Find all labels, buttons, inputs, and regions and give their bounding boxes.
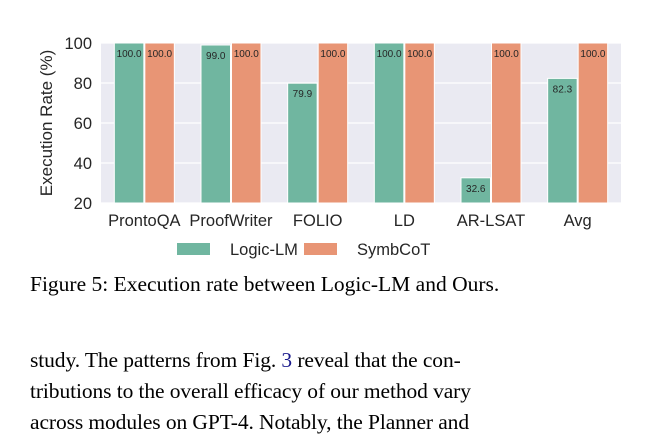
bar-value-label: 100.0 bbox=[494, 49, 519, 60]
figure-reference-link[interactable]: 3 bbox=[281, 348, 293, 372]
bar-value-label: 100.0 bbox=[320, 49, 345, 60]
bar-symbcot-avg bbox=[577, 42, 609, 204]
paragraph-line-2: tributions to the overall efficacy of ou… bbox=[30, 379, 471, 403]
bar-logic-lm-ar-lsat bbox=[460, 177, 491, 204]
x-tick-label: ProntoQA bbox=[108, 212, 180, 230]
bar-value-label: 82.3 bbox=[553, 84, 573, 95]
bar-chart: 100.0 100.0 99.0 100.0 79.9 100.0 100.0 100.0 32… bbox=[37, 35, 621, 259]
y-tick-label: 20 bbox=[74, 195, 92, 213]
y-axis-ticks: 20 40 60 80 100 bbox=[64, 35, 92, 213]
bar-value-label: 100.0 bbox=[234, 49, 259, 60]
legend-swatch-symbcot bbox=[304, 243, 337, 255]
x-tick-label: AR-LSAT bbox=[457, 212, 525, 230]
x-tick-label: ProofWriter bbox=[189, 212, 273, 230]
bar-logic-lm-ld bbox=[373, 42, 405, 204]
bar-value-label: 100.0 bbox=[377, 49, 402, 60]
bar-logic-lm-folio bbox=[287, 82, 318, 204]
bar-symbcot-ld bbox=[404, 42, 435, 204]
y-tick-label: 60 bbox=[74, 115, 92, 133]
y-tick-label: 80 bbox=[74, 75, 92, 93]
gridlines bbox=[101, 42, 621, 204]
y-tick-label: 100 bbox=[64, 35, 92, 53]
paragraph-line-3: across modules on GPT-4. Notably, the Pl… bbox=[30, 410, 469, 434]
bar-symbcot-proofwriter bbox=[231, 42, 262, 204]
x-tick-label: FOLIO bbox=[293, 212, 343, 230]
x-tick-label: Avg bbox=[564, 212, 592, 230]
bar-value-label: 100.0 bbox=[117, 49, 142, 60]
legend: Logic-LM SymbCoT bbox=[177, 241, 430, 259]
bar-logic-lm-avg bbox=[547, 77, 578, 204]
paragraph-line-1: study. The patterns from Fig. 3 reveal t… bbox=[30, 348, 461, 372]
legend-label-symbcot: SymbCoT bbox=[357, 241, 430, 259]
bar-symbcot-ar-lsat bbox=[491, 42, 522, 204]
bar-value-label: 100.0 bbox=[580, 49, 605, 60]
paragraph: study. The patterns from Fig. 3 reveal t… bbox=[30, 345, 630, 438]
bar-symbcot-folio bbox=[317, 42, 349, 204]
figure-caption: Figure 5: Execution rate between Logic-L… bbox=[30, 272, 500, 296]
legend-label-logic-lm: Logic-LM bbox=[230, 241, 298, 259]
x-axis-ticks: ProntoQA ProofWriter FOLIO LD AR-LSAT Avg bbox=[108, 212, 592, 230]
bars: 100.0 100.0 99.0 100.0 79.9 100.0 100.0 100.0 32… bbox=[113, 42, 609, 204]
x-tick-label: LD bbox=[394, 212, 415, 230]
bar-logic-lm-proofwriter bbox=[200, 44, 231, 204]
bar-symbcot-prontoqa bbox=[144, 42, 175, 204]
bar-logic-lm-prontoqa bbox=[113, 42, 145, 204]
bar-value-label: 99.0 bbox=[206, 51, 226, 62]
bar-value-label: 79.9 bbox=[293, 89, 313, 100]
bar-value-label: 100.0 bbox=[147, 49, 172, 60]
y-tick-label: 40 bbox=[74, 155, 92, 173]
y-axis-label: Execution Rate (%) bbox=[37, 50, 56, 196]
bar-value-label: 32.6 bbox=[466, 184, 486, 195]
legend-swatch-logic-lm bbox=[177, 243, 210, 255]
bar-value-label: 100.0 bbox=[407, 49, 432, 60]
